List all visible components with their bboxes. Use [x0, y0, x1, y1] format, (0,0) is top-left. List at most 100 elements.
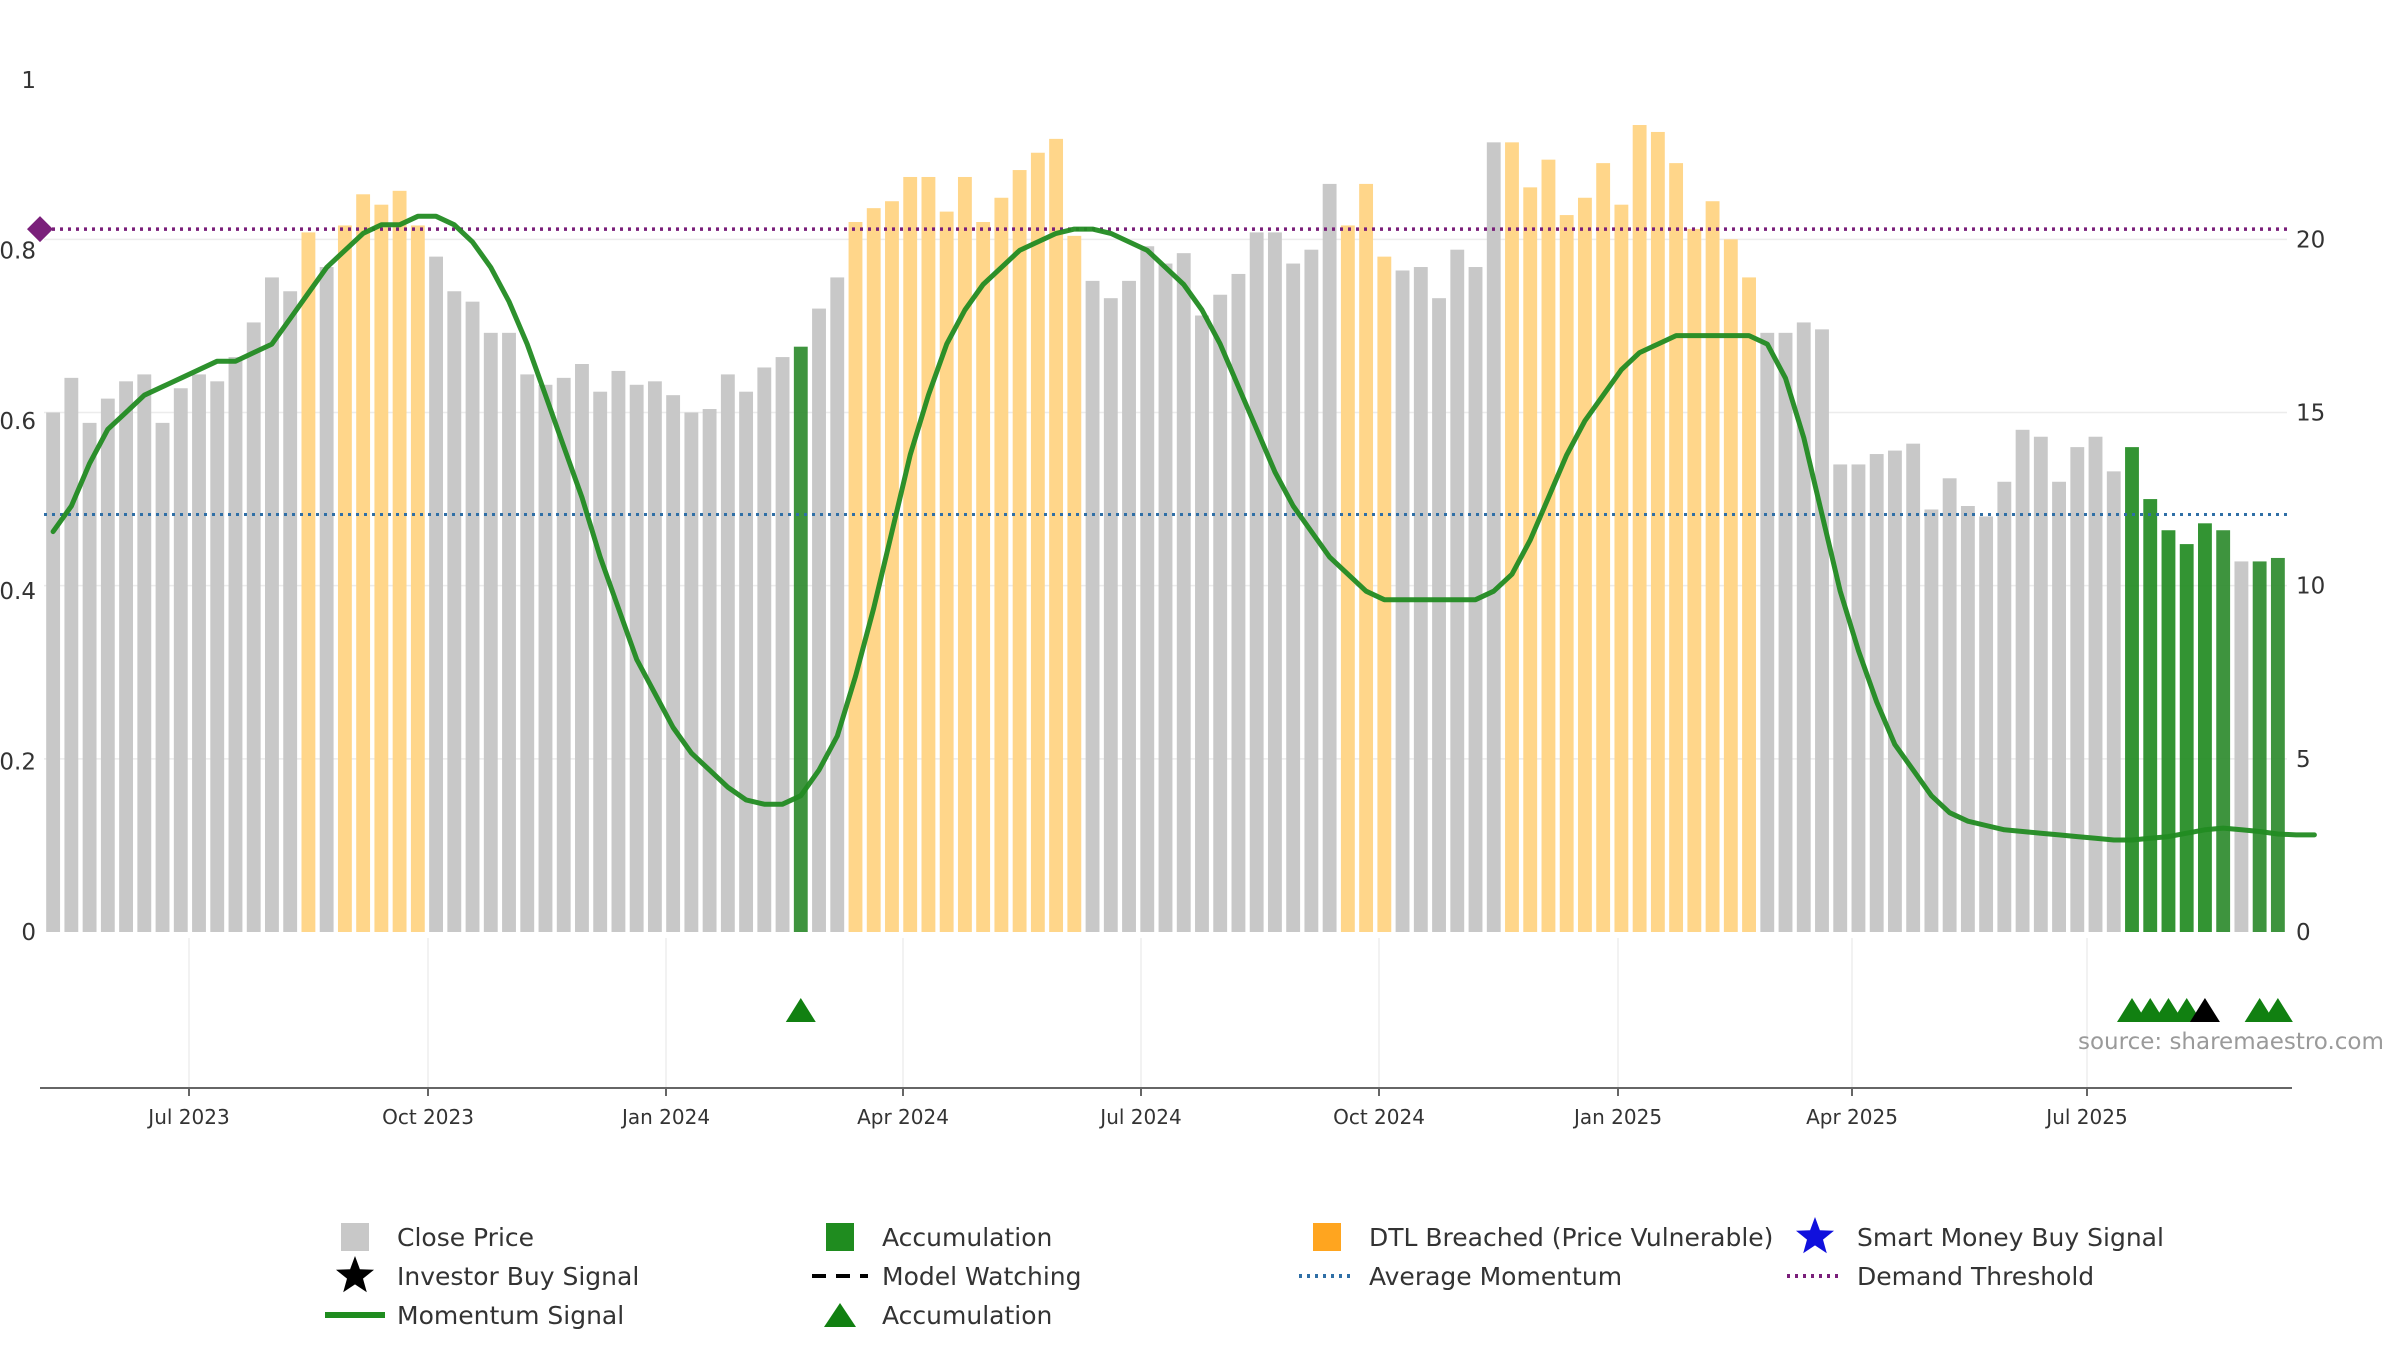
close-price-bar: [2015, 429, 2030, 932]
accumulation-bar: [2270, 557, 2285, 932]
dtl-breached-bar: [903, 176, 918, 933]
dtl-breached-bar: [848, 222, 863, 932]
right-axis-tick-label: 10: [2296, 574, 2325, 600]
close-price-bar: [812, 308, 826, 933]
close-price-bar: [1213, 294, 1228, 933]
close-price-bar: [265, 277, 279, 932]
close-price-bar: [283, 291, 298, 932]
legend-label: DTL Breached (Price Vulnerable): [1369, 1223, 1773, 1252]
close-price-bar: [1103, 298, 1118, 932]
close-price-bar: [1085, 280, 1100, 932]
legend-label: Accumulation: [882, 1223, 1052, 1252]
close-price-bar: [1942, 478, 1957, 932]
right-axis-tick-label: 5: [2296, 747, 2311, 773]
x-axis-tick-label: Oct 2023: [382, 1105, 474, 1129]
demand-threshold-marker: [27, 216, 53, 243]
accumulation-bar: [2252, 561, 2267, 932]
dtl-breached-bar: [1377, 256, 1392, 932]
close-price-bar: [538, 384, 553, 932]
legend-item: DTL Breached (Price Vulnerable): [1313, 1223, 1773, 1252]
close-price-bar: [2234, 561, 2249, 932]
price-bars: [46, 125, 2285, 933]
close-price-bar: [684, 412, 699, 932]
dtl-breached-bar: [939, 211, 954, 933]
legend-swatch: [1313, 1223, 1341, 1251]
legend-label: Momentum Signal: [397, 1301, 624, 1330]
close-price-bar: [1195, 315, 1209, 932]
dtl-breached-bar: [1523, 187, 1538, 933]
close-price-bar: [1869, 454, 1884, 932]
close-price-bar: [173, 388, 188, 932]
accumulation-bar: [793, 346, 808, 932]
legend-item: Model Watching: [812, 1262, 1082, 1291]
close-price-bar: [1158, 263, 1173, 932]
right-axis-tick-label: 0: [2296, 920, 2311, 946]
close-price-bar: [775, 357, 790, 932]
close-price-bar: [246, 322, 261, 932]
dtl-breached-bar: [1030, 152, 1045, 933]
close-price-bar: [137, 374, 152, 932]
accumulation-bar: [2179, 544, 2194, 932]
close-price-bar: [1122, 280, 1136, 932]
legend-label: Accumulation: [882, 1301, 1052, 1330]
close-price-bar: [1176, 253, 1191, 933]
dtl-breached-bar: [410, 225, 425, 933]
momentum-signal-line: [50, 213, 2317, 843]
dtl-breached-bar: [337, 225, 352, 933]
dtl-breached-bar: [1049, 138, 1064, 932]
legend-item: Accumulation: [826, 1223, 1052, 1252]
dtl-breached-bar: [1541, 159, 1556, 932]
close-price-bar: [1778, 332, 1793, 933]
close-price-bar: [228, 357, 243, 932]
legend-swatch: [826, 1223, 854, 1251]
right-axis-tick-label: 15: [2296, 400, 2325, 426]
close-price-bar: [46, 412, 61, 932]
dtl-breached-bar: [1687, 228, 1702, 933]
close-price-bar: [1997, 481, 2012, 932]
x-axis-tick-label: Jul 2025: [2044, 1105, 2127, 1129]
close-price-bar: [1979, 516, 1994, 932]
left-axis-tick-label: 0.2: [0, 750, 36, 776]
accumulation-bar: [2125, 447, 2139, 932]
close-price-bar: [1450, 249, 1465, 932]
dtl-breached-bar: [374, 204, 389, 932]
dtl-breached-bar: [301, 232, 316, 932]
close-price-bar: [720, 374, 735, 932]
close-price-bar: [1304, 249, 1319, 932]
x-axis-tick-label: Oct 2024: [1333, 1105, 1425, 1129]
close-price-bar: [556, 377, 571, 933]
x-axis-tick-label: Jan 2024: [620, 1105, 710, 1129]
legend-item: Smart Money Buy Signal: [1796, 1217, 2164, 1254]
legend-item: Average Momentum: [1299, 1262, 1622, 1291]
dtl-breached-bar: [1340, 225, 1355, 933]
close-price-bar: [702, 409, 717, 932]
close-price-bar: [1249, 232, 1264, 932]
dtl-breached-bar: [1669, 163, 1684, 932]
investor-buy-marker: [2189, 998, 2220, 1022]
close-price-bar: [429, 256, 443, 932]
legend-item: Momentum Signal: [325, 1301, 624, 1330]
close-price-bar: [1432, 298, 1446, 932]
dtl-breached-bar: [866, 208, 881, 932]
dtl-breached-bar: [885, 201, 899, 933]
x-axis-tick-label: Jul 2024: [1098, 1105, 1181, 1129]
close-price-bar: [210, 381, 225, 932]
legend-item: Investor Buy Signal: [336, 1256, 639, 1293]
close-price-bar: [192, 374, 206, 932]
close-price-bar: [1760, 332, 1775, 933]
dtl-breached-bar: [1505, 142, 1519, 933]
legend: Close Price Accumulation DTL Breached (Pri…: [325, 1217, 2164, 1330]
close-price-bar: [483, 332, 498, 933]
close-price-bar: [1851, 464, 1866, 932]
close-price-bar: [100, 398, 115, 932]
dtl-breached-bar: [1650, 131, 1665, 932]
left-axis-tick-label: 0.4: [0, 579, 36, 605]
left-axis-tick-label: 1: [21, 68, 36, 94]
close-price-bar: [502, 332, 516, 933]
close-price-bar: [611, 370, 626, 932]
close-price-bar: [1924, 509, 1939, 932]
dtl-breached-bar: [1596, 163, 1611, 932]
dtl-breached-bar: [1614, 204, 1629, 932]
close-price-bar: [119, 381, 133, 932]
